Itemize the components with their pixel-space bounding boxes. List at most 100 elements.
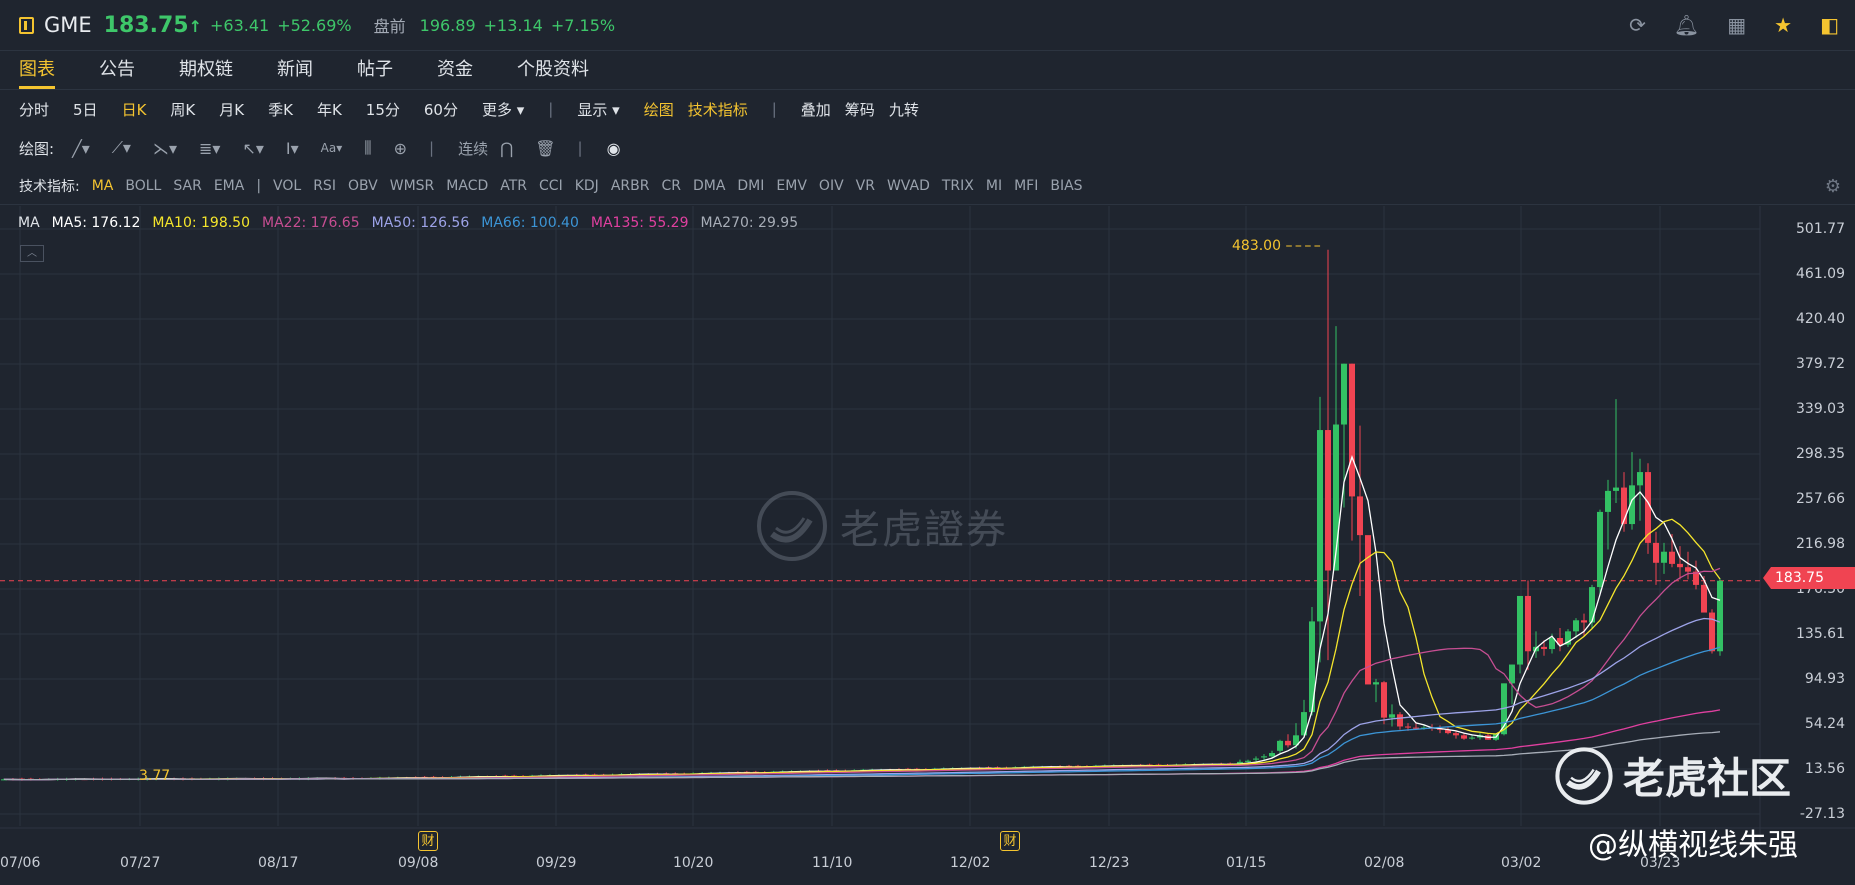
- period-yearly[interactable]: 年K: [316, 100, 342, 119]
- indicator-atr[interactable]: ATR: [500, 178, 528, 194]
- period-5d[interactable]: 5日: [73, 100, 98, 119]
- indicators-toggle[interactable]: 技术指标: [687, 100, 748, 119]
- trash-icon[interactable]: 🗑︎: [535, 138, 556, 158]
- bell-icon[interactable]: 🔔︎: [1673, 13, 1700, 37]
- period-60min[interactable]: 60分: [423, 100, 458, 119]
- indicator-rsi[interactable]: RSI: [313, 178, 336, 194]
- display-dropdown[interactable]: 显示 ▾: [577, 100, 620, 119]
- refresh-icon[interactable]: ⟳: [1629, 13, 1646, 37]
- indicator-cci[interactable]: CCI: [539, 178, 563, 194]
- indicator-trix[interactable]: TRIX: [941, 178, 974, 194]
- candle-up: [1253, 758, 1259, 760]
- wave-tool-icon[interactable]: ⋋▾: [152, 138, 177, 158]
- y-tick-label: 94.93: [1804, 671, 1845, 687]
- candle-down: [1453, 733, 1459, 736]
- candle-down: [1693, 571, 1699, 585]
- indicator-cr[interactable]: CR: [661, 178, 681, 194]
- draw-toggle[interactable]: 绘图: [643, 100, 674, 119]
- indicator-wvad[interactable]: WVAD: [886, 178, 930, 194]
- earnings-marker[interactable]: 财: [418, 831, 438, 851]
- candle-up: [1717, 580, 1723, 652]
- fib-tool-icon[interactable]: ≣▾: [199, 138, 221, 158]
- candle-up: [1269, 753, 1275, 757]
- candle-down: [1397, 714, 1403, 727]
- period-intraday[interactable]: 分时: [19, 100, 50, 119]
- tab-capital[interactable]: 资金: [437, 59, 473, 80]
- tab-chart[interactable]: 图表: [19, 51, 55, 89]
- earnings-marker[interactable]: 财: [1000, 831, 1020, 851]
- tab-options-chain[interactable]: 期权链: [179, 59, 233, 80]
- y-tick-label: 13.56: [1804, 761, 1845, 777]
- chips-button[interactable]: 筹码: [844, 100, 875, 119]
- tab-posts[interactable]: 帖子: [357, 59, 393, 80]
- indicator-vr[interactable]: VR: [855, 178, 875, 194]
- y-tick-label: 461.09: [1796, 266, 1845, 282]
- premarket-label: 盘前: [373, 17, 406, 36]
- quote-header: GME 183.75↑ +63.41 +52.69% 盘前 196.89 +13…: [0, 0, 1855, 51]
- indicator-boll[interactable]: BOLL: [125, 178, 162, 194]
- ma50-line: [3, 617, 1721, 781]
- period-weekly[interactable]: 周K: [170, 100, 196, 119]
- magnet-icon[interactable]: ⋂: [500, 138, 514, 158]
- period-15min[interactable]: 15分: [365, 100, 400, 119]
- grid-icon[interactable]: ▦: [1727, 13, 1747, 37]
- sidebar-toggle-icon[interactable]: [19, 16, 34, 34]
- candle-up: [1293, 735, 1299, 746]
- indicator-emv[interactable]: EMV: [776, 178, 807, 194]
- overlay-button[interactable]: 叠加: [800, 100, 831, 119]
- candle-up: [1637, 472, 1643, 486]
- indicator-macd[interactable]: MACD: [446, 178, 489, 194]
- indicator-mfi[interactable]: MFI: [1014, 178, 1039, 194]
- indicator-ema[interactable]: EMA: [213, 178, 245, 194]
- indicator-sar[interactable]: SAR: [173, 178, 202, 194]
- font-tool-icon[interactable]: Aa▾: [320, 141, 343, 155]
- tiger-community-brand: 老虎社区: [1555, 745, 1791, 806]
- tab-announcements[interactable]: 公告: [99, 59, 135, 80]
- indicator-arbr[interactable]: ARBR: [610, 178, 650, 194]
- indicator-ma[interactable]: MA: [91, 178, 114, 194]
- panel-toggle-icon[interactable]: ◧: [1820, 13, 1839, 37]
- indicator-wmsr[interactable]: WMSR: [389, 178, 435, 194]
- star-icon[interactable]: ★: [1774, 13, 1793, 37]
- candle-down: [1669, 551, 1675, 564]
- divider: |: [548, 100, 554, 118]
- candle-tool-icon[interactable]: ⫼: [364, 138, 372, 157]
- eye-icon[interactable]: ◉: [606, 138, 621, 158]
- y-tick-label: 257.66: [1796, 491, 1845, 507]
- x-tick-label: 09/29: [536, 855, 577, 871]
- indicator-kdj[interactable]: KDJ: [574, 178, 599, 194]
- caret-down-icon: ▾: [516, 100, 525, 119]
- line-tool-icon[interactable]: ╱▾: [72, 138, 90, 158]
- period-more-dropdown[interactable]: 更多 ▾: [481, 100, 525, 119]
- indicator-bar: 技术指标: MA BOLL SAR EMA | VOL RSI OBV WMSR MACD ATR C…: [0, 168, 1855, 205]
- indicator-vol[interactable]: VOL: [273, 178, 302, 194]
- period-quarterly[interactable]: 季K: [268, 100, 293, 119]
- zoom-icon[interactable]: ⊕: [393, 138, 407, 158]
- tab-news[interactable]: 新闻: [277, 59, 313, 80]
- period-monthly[interactable]: 月K: [219, 100, 245, 119]
- candle-up: [1573, 620, 1579, 632]
- indicator-bias[interactable]: BIAS: [1050, 178, 1083, 194]
- continuous-toggle[interactable]: 连续: [458, 139, 489, 158]
- text-tool-icon[interactable]: Ⅰ▾: [285, 138, 299, 158]
- candle-up: [1661, 551, 1667, 563]
- indicator-mi[interactable]: MI: [985, 178, 1003, 194]
- nine-turn-button[interactable]: 九转: [888, 100, 919, 119]
- period-daily[interactable]: 日K: [121, 100, 147, 119]
- candle-up: [1597, 511, 1603, 588]
- indicator-obv[interactable]: OBV: [347, 178, 378, 194]
- candle-up: [1317, 430, 1323, 622]
- x-tick-label: 02/08: [1364, 855, 1405, 871]
- y-tick-label: 339.03: [1796, 401, 1845, 417]
- candlestick-chart[interactable]: [0, 206, 1855, 846]
- max-price-label: 483.00 – – – –: [1232, 238, 1321, 254]
- indicator-oiv[interactable]: OIV: [818, 178, 844, 194]
- polyline-tool-icon[interactable]: ⟋▾: [111, 138, 131, 157]
- tab-profile[interactable]: 个股资料: [517, 59, 589, 80]
- collapse-legend-icon[interactable]: ︿: [20, 245, 44, 262]
- last-price-tag: 183.75: [1763, 567, 1855, 589]
- arrow-tool-icon[interactable]: ↖▾: [242, 138, 264, 158]
- gear-icon[interactable]: ⚙: [1824, 175, 1841, 197]
- indicator-dma[interactable]: DMA: [692, 178, 726, 194]
- indicator-dmi[interactable]: DMI: [737, 178, 765, 194]
